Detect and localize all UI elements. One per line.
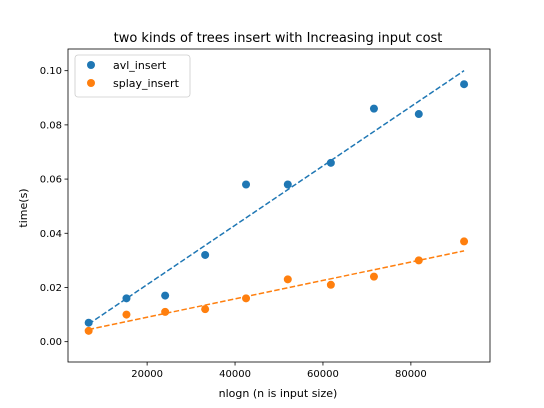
y-tick-label: 0.08 — [40, 120, 62, 131]
x-tick-label: 40000 — [219, 369, 251, 380]
splay-insert-point — [161, 307, 170, 316]
legend-label-splay-insert: splay_insert — [113, 77, 180, 90]
splay-insert-point — [122, 310, 131, 319]
splay-insert-point — [460, 237, 469, 246]
splay-insert-point — [414, 256, 423, 265]
plot-axes: 20000 40000 60000 80000 0.00 0.02 0.04 0.06 0.08… — [40, 48, 491, 380]
avl-insert-point — [161, 291, 170, 300]
avl-insert-point — [326, 158, 335, 167]
splay-insert-point — [326, 280, 335, 289]
y-tick-label: 0.02 — [40, 283, 62, 294]
avl-insert-point — [201, 250, 210, 259]
legend-marker-splay-insert — [87, 79, 95, 87]
legend: avl_insert splay_insert — [74, 54, 191, 98]
splay-insert-point — [369, 272, 378, 281]
x-axis-label: nlogn (n is input size) — [219, 387, 338, 400]
avl-insert-point — [283, 180, 292, 189]
avl-insert-point — [369, 104, 378, 113]
x-tick-label: 60000 — [307, 369, 339, 380]
y-tick-label: 0.06 — [40, 175, 62, 186]
legend-label-avl-insert: avl_insert — [113, 59, 167, 72]
chart-title: two kinds of trees insert with Increasin… — [114, 31, 443, 46]
y-tick-label: 0.10 — [40, 66, 62, 77]
avl-insert-point — [122, 294, 131, 303]
avl-insert-point — [414, 110, 423, 119]
splay-insert-fit-line — [88, 250, 465, 331]
splay-insert-point — [84, 326, 93, 335]
legend-frame — [74, 54, 191, 98]
y-tick-label: 0.00 — [40, 337, 62, 348]
plot-frame — [67, 48, 491, 363]
avl-insert-fit-line — [88, 70, 465, 325]
y-axis-label: time(s) — [17, 188, 30, 227]
splay-insert-point — [242, 294, 251, 303]
avl-insert-point — [242, 180, 251, 189]
x-tick-label: 80000 — [395, 369, 427, 380]
x-tick-label: 20000 — [131, 369, 163, 380]
avl-insert-point — [84, 318, 93, 327]
avl-insert-point — [460, 80, 469, 89]
y-tick-label: 0.04 — [40, 229, 62, 240]
splay-insert-point — [201, 305, 210, 314]
splay-insert-point — [283, 275, 292, 284]
legend-marker-avl-insert — [87, 61, 95, 69]
